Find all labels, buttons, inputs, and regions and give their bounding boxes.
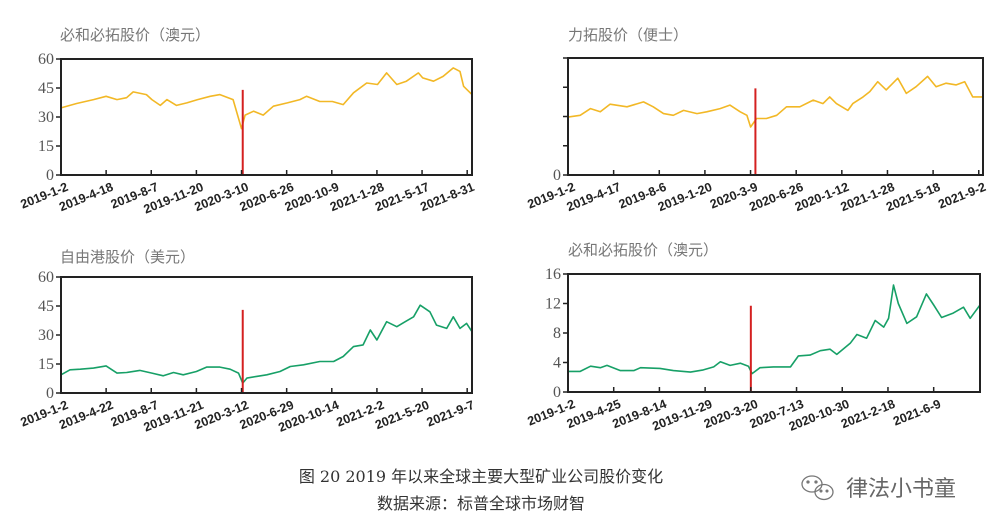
chart-3: 自由港股价（美元）0153045602019-1-22019-4-222019-… bbox=[18, 248, 476, 435]
chart-title: 力拓股价（便士） bbox=[568, 26, 688, 44]
y-tick-label: 45 bbox=[38, 298, 54, 315]
charts-group: 必和必拓股价（澳元）0153045602019-1-22019-4-182019… bbox=[18, 26, 987, 435]
figure-source: 数据来源：标普全球市场财智 bbox=[377, 494, 585, 513]
series-line bbox=[60, 67, 473, 130]
y-tick-label: 15 bbox=[38, 138, 54, 155]
y-tick-label: 8 bbox=[553, 325, 561, 342]
chart-1: 必和必拓股价（澳元）0153045602019-1-22019-4-182019… bbox=[18, 26, 476, 216]
chart-title: 必和必拓股价（澳元） bbox=[60, 26, 210, 44]
x-tick-label: 2021-6-9 bbox=[891, 397, 943, 429]
x-tick-label: 2021-9-2 bbox=[936, 180, 988, 212]
chart-2: 力拓股价（便士）02019-1-22019-4-172019-8-62019-1… bbox=[525, 26, 987, 214]
plot-frame bbox=[60, 58, 473, 176]
plot-frame bbox=[567, 273, 981, 393]
y-tick-label: 60 bbox=[38, 269, 54, 286]
y-tick-label: 0 bbox=[46, 385, 54, 402]
watermark-text: 律法小书童 bbox=[846, 477, 956, 502]
y-tick-label: 15 bbox=[38, 356, 54, 373]
y-tick-label: 30 bbox=[38, 109, 54, 126]
series-line bbox=[567, 75, 983, 128]
y-tick-label: 45 bbox=[38, 80, 54, 97]
y-tick-label: 60 bbox=[38, 51, 54, 68]
y-tick-label: 0 bbox=[553, 384, 561, 401]
figure-caption: 图 20 2019 年以来全球主要大型矿业公司股价变化 bbox=[299, 467, 663, 486]
x-tick-label: 2021-9-7 bbox=[425, 398, 477, 430]
chart-title: 必和必拓股价（澳元） bbox=[568, 241, 718, 259]
series-line bbox=[60, 304, 473, 384]
y-tick-label: 4 bbox=[553, 355, 561, 372]
series-line bbox=[568, 284, 981, 375]
y-tick-label: 0 bbox=[46, 167, 54, 184]
watermark: 律法小书童 bbox=[801, 475, 956, 502]
y-tick-label: 30 bbox=[38, 327, 54, 344]
chart-title: 自由港股价（美元） bbox=[60, 248, 195, 266]
wechat-icon bbox=[801, 475, 834, 501]
chart-4: 必和必拓股价（澳元）04812162019-1-22019-4-252019-8… bbox=[525, 241, 981, 434]
y-tick-label: 16 bbox=[545, 266, 561, 283]
y-tick-label: 0 bbox=[553, 167, 561, 184]
y-tick-label: 12 bbox=[545, 296, 561, 313]
